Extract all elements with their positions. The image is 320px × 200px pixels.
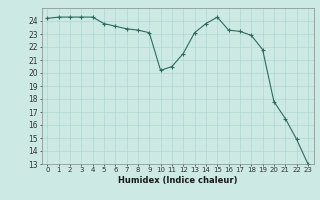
X-axis label: Humidex (Indice chaleur): Humidex (Indice chaleur)	[118, 176, 237, 185]
